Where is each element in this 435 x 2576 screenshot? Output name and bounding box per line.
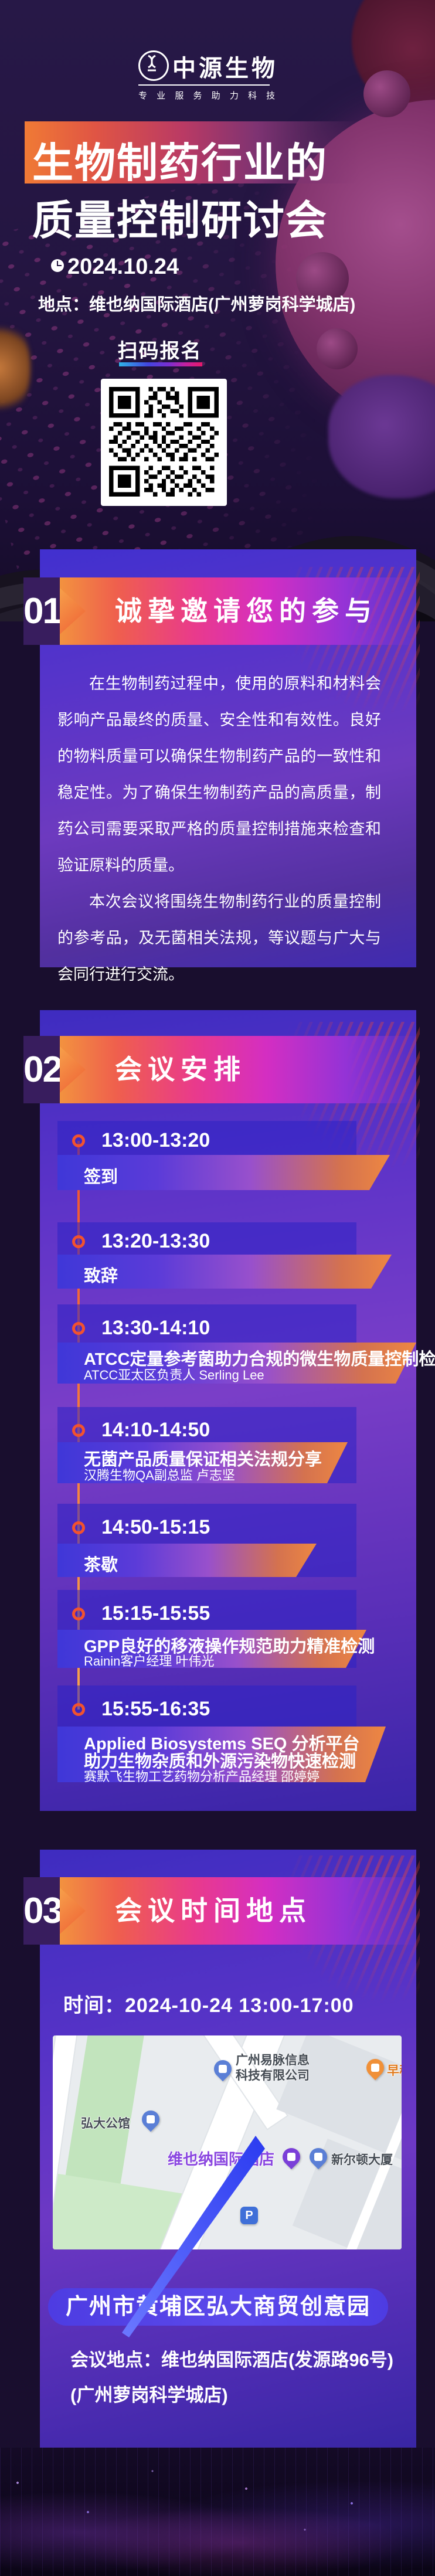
venue-map: 广州易脉信息 科技有限公司 早稻甜 弘大公馆 维也纳国际酒店 新尔顿大厦 P	[53, 2035, 402, 2249]
logo-divider	[138, 84, 270, 86]
timeline-dot-icon	[72, 1521, 85, 1534]
agenda-banner	[57, 1155, 390, 1190]
section-header-01: 诚挚邀请您的参与 01	[23, 577, 416, 645]
section-venue: 会议时间地点 03 时间：2024-10-24 13:00-17:00 广州易脉…	[23, 1850, 420, 2448]
invitation-paragraph-2: 本次会议将围绕生物制药行业的质量控制的参考品，及无菌相关法规，等议题与广大与会同…	[57, 893, 381, 983]
arrow-pointer-icon	[122, 2136, 265, 2337]
section-agenda: 会议安排 02 13:00-13:20 签到 13:20-13:30 致辞 13…	[23, 1010, 435, 1811]
invitation-paragraph-1: 在生物制药过程中，使用的原料和材料会影响产品最终的质量、安全性和有效性。良好的物…	[57, 675, 381, 874]
section-number: 02	[23, 1036, 63, 1103]
particle-wave-footer	[0, 2448, 435, 2576]
invitation-text: 在生物制药过程中，使用的原料和材料会影响产品最终的质量、安全性和有效性。良好的物…	[57, 665, 381, 993]
agenda-speaker: 汉腾生物QA副总监 卢志坚	[84, 1468, 235, 1483]
agenda-title: 茶歇	[84, 1556, 118, 1575]
map-label-company-line1: 广州易脉信息	[236, 2054, 310, 2067]
agenda-time: 14:50-15:15	[101, 1516, 210, 1538]
virus-bump	[296, 252, 349, 305]
hero-section: 中源生物 专 业 服 务 助 力 科 技 生物制药行业的 质量控制研讨会 202…	[0, 0, 435, 621]
scan-gradient-underline	[119, 362, 202, 366]
section-header-02: 会议安排 02	[23, 1036, 416, 1103]
agenda-banner	[57, 1727, 386, 1782]
section-title: 会议时间地点	[115, 1895, 312, 1926]
timeline-dot-icon	[72, 1424, 85, 1437]
agenda-speaker: Rainin客户经理 叶伟光	[84, 1654, 215, 1668]
title-gradient-band	[25, 121, 376, 183]
brand-name: 中源生物	[172, 56, 278, 81]
agenda-banner	[57, 1255, 392, 1289]
virus-bump	[317, 328, 358, 369]
section-header-03: 会议时间地点 03	[23, 1877, 416, 1945]
brand-tagline: 专 业 服 务 助 力 科 技	[138, 91, 279, 101]
map-label-company: 广州易脉信息 科技有限公司	[236, 2053, 310, 2084]
event-date: 2024.10.24	[67, 254, 179, 279]
agenda-speaker: 赛默飞生物工艺药物分析产品经理 邵婷婷	[84, 1769, 320, 1784]
timeline-dot-icon	[72, 1134, 85, 1147]
agenda-time: 15:15-15:55	[101, 1602, 210, 1625]
agenda-time: 15:55-16:35	[101, 1698, 210, 1720]
brand-logo: 中源生物 专 业 服 务 助 力 科 技	[138, 47, 297, 123]
venue-park-pill: 广州市黄埔区弘大商贸创意园	[48, 2288, 388, 2326]
agenda-title: ATCC定量参考菌助力合规的微生物质量控制检测	[84, 1350, 435, 1369]
scan-signup-label: 扫码报名	[117, 340, 202, 362]
parking-icon: P	[240, 2207, 258, 2224]
agenda-time: 14:10-14:50	[101, 1419, 210, 1441]
agenda-title: 致辞	[84, 1267, 118, 1286]
event-title-line2: 质量控制研讨会	[32, 198, 328, 243]
clock-icon	[51, 259, 64, 272]
section-number: 01	[23, 577, 63, 645]
agenda-time: 13:00-13:20	[101, 1129, 210, 1151]
qr-code	[101, 379, 227, 506]
map-pin-icon-hotel	[278, 2144, 304, 2170]
venue-time: 时间：2024-10-24 13:00-17:00	[63, 1994, 354, 2017]
section-number: 03	[23, 1877, 63, 1945]
dna-logo-icon	[138, 50, 169, 81]
agenda-banner	[57, 1442, 348, 1483]
timeline-dot-icon	[72, 1322, 85, 1335]
agenda-title: GPP良好的移液操作规范助力精准检测	[84, 1637, 375, 1656]
event-location: 地点：维也纳国际酒店(广州萝岗科学城店)	[38, 295, 356, 314]
section-title-band: 会议安排	[60, 1036, 416, 1103]
venue-address-line2: (广州萝岗科学城店)	[70, 2385, 228, 2405]
timeline-dot-icon	[72, 1703, 85, 1716]
map-label-dessert: 早稻甜	[387, 2064, 402, 2078]
agenda-title: 无菌产品质量保证相关法规分享	[84, 1450, 322, 1469]
venue-address-line1: 会议地点：维也纳国际酒店(发源路96号)	[70, 2350, 394, 2370]
agenda-title: 签到	[84, 1168, 118, 1187]
section-title: 会议安排	[115, 1054, 246, 1085]
event-title-line1: 生物制药行业的	[32, 140, 328, 186]
agenda-title-line2: 助力生物杂质和外源污染物快速检测	[84, 1752, 356, 1771]
agenda-banner	[57, 1544, 317, 1577]
timeline-dot-icon	[72, 1235, 85, 1248]
map-label-tower: 新尔顿大厦	[331, 2153, 393, 2167]
section-title: 诚挚邀请您的参与	[115, 596, 378, 626]
map-label-company-line2: 科技有限公司	[236, 2069, 310, 2082]
virus-bump	[363, 70, 410, 117]
section-title-band: 诚挚邀请您的参与	[60, 577, 416, 645]
agenda-time: 13:20-13:30	[101, 1230, 210, 1252]
section-title-band: 会议时间地点	[60, 1877, 416, 1945]
map-pin-icon	[138, 2106, 164, 2132]
agenda-speaker: ATCC亚太区负责人 Serling Lee	[84, 1368, 264, 1382]
agenda-title: Applied Biosystems SEQ 分析平台	[84, 1735, 360, 1753]
map-label-mansion: 弘大公馆	[81, 2117, 130, 2130]
virus-decoration-low	[328, 375, 435, 498]
agenda-time: 13:30-14:10	[101, 1317, 210, 1339]
agenda-banner	[57, 1343, 416, 1384]
agenda-banner	[57, 1630, 366, 1668]
timeline-dot-icon	[72, 1608, 85, 1620]
section-invitation: 诚挚邀请您的参与 01 在生物制药过程中，使用的原料和材料会影响产品最终的质量、…	[23, 549, 420, 983]
